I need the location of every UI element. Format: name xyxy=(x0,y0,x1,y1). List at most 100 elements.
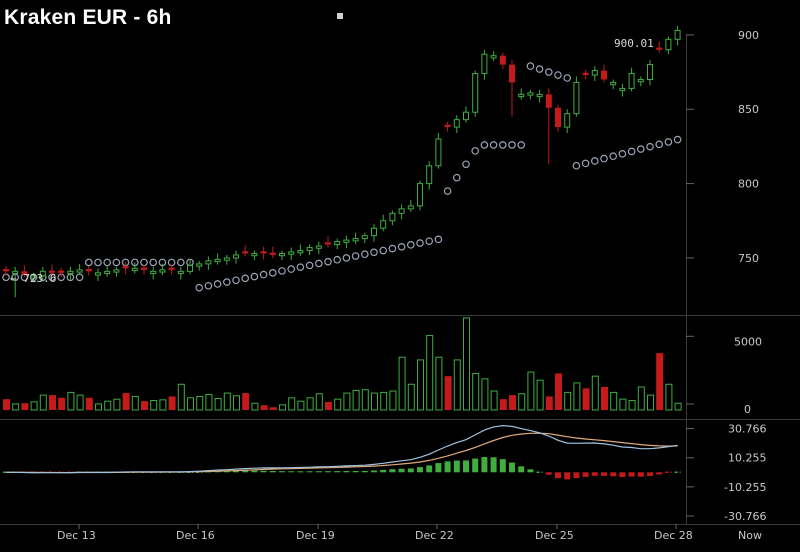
psar-dot xyxy=(370,248,378,257)
candle-body-up xyxy=(637,78,644,83)
psar-dot xyxy=(655,140,664,149)
macd-histogram-bar xyxy=(628,472,635,477)
candle-body-up xyxy=(214,258,221,263)
candle-body-up xyxy=(628,73,635,89)
candle-body-up xyxy=(490,55,497,59)
volume-bar-down xyxy=(509,395,516,410)
volume-bar-up xyxy=(334,398,342,411)
psar-dot xyxy=(452,173,461,182)
candle-body-up xyxy=(177,270,184,275)
candle-body-up xyxy=(591,70,598,76)
psar-dot xyxy=(498,141,507,149)
candle-body-up xyxy=(352,238,359,242)
candle-body-up xyxy=(361,235,368,240)
psar-dot xyxy=(627,147,636,156)
volume-bar-down xyxy=(141,401,148,410)
volume-bar-up xyxy=(150,400,158,411)
psar-dot xyxy=(416,239,424,247)
volume-bar-up xyxy=(371,392,378,411)
volume-bar-down xyxy=(444,376,452,410)
candle-body-down xyxy=(656,47,663,50)
candle-body-down xyxy=(545,94,552,108)
volume-bar-up xyxy=(490,390,498,411)
candle-body-up xyxy=(113,269,120,273)
macd-histogram-bar xyxy=(527,469,534,473)
candle-body-down xyxy=(499,55,506,65)
macd-histogram-bar xyxy=(564,472,571,480)
volume-bar-up xyxy=(306,397,314,411)
candle-body-up xyxy=(315,245,322,249)
psar-dot xyxy=(544,68,553,76)
macd-histogram-bar xyxy=(555,472,561,479)
candle-body-up xyxy=(12,270,19,275)
candle-body-up xyxy=(426,165,433,185)
volume-bar-down xyxy=(325,401,332,410)
psar-dot xyxy=(581,159,590,168)
low-price-label: ← 723.6 xyxy=(10,272,56,285)
macd-tick-label: -10.255 xyxy=(724,481,766,494)
volume-bar-up xyxy=(463,317,470,411)
macd-histogram-bar xyxy=(463,460,469,473)
macd-histogram-bar xyxy=(361,470,368,473)
candle-body-up xyxy=(435,138,442,167)
macd-histogram-bar xyxy=(233,470,239,473)
candle-body-up xyxy=(472,73,479,113)
candlesticks xyxy=(3,25,681,298)
volume-bar-up xyxy=(352,389,360,411)
candle-body-up xyxy=(67,270,74,275)
macd-histogram-bar xyxy=(315,471,322,473)
psar-dot xyxy=(195,283,204,292)
volume-bar-up xyxy=(527,371,535,411)
volume-bar-up xyxy=(426,335,434,411)
candle-body-down xyxy=(582,72,589,76)
candle-body-up xyxy=(343,239,350,243)
macd-histogram-bar xyxy=(444,461,451,473)
psar-dot xyxy=(388,244,397,253)
psar-dot xyxy=(664,138,673,146)
volume-bar-down xyxy=(555,373,562,410)
psar-dot xyxy=(94,258,102,267)
psar-dot xyxy=(232,276,240,285)
candle-body-up xyxy=(233,254,239,259)
volume-bar-down xyxy=(601,386,608,410)
macd-tick-label: 30.766 xyxy=(728,423,767,436)
volume-bar-up xyxy=(104,400,112,411)
candle-body-down xyxy=(122,266,129,269)
psar-dot xyxy=(278,267,286,275)
volume-bars xyxy=(3,317,682,411)
x-tick-label: Dec 22 xyxy=(415,529,454,542)
macd-histogram-bar xyxy=(297,471,304,473)
x-tick-label: Dec 19 xyxy=(296,529,335,542)
volume-bar-up xyxy=(131,395,139,411)
psar-dot xyxy=(471,147,480,155)
volume-bar-down xyxy=(545,396,553,410)
macd-histogram-bar xyxy=(343,471,350,473)
candle-body-up xyxy=(481,53,488,75)
macd-histogram-bar xyxy=(407,468,414,473)
macd-histogram-bar xyxy=(545,472,552,475)
volume-bar-up xyxy=(177,383,185,411)
candle-body-up xyxy=(518,93,525,98)
volume-bar-down xyxy=(122,393,130,410)
volume-bar-up xyxy=(223,392,231,411)
psar-dot xyxy=(241,274,250,283)
candle-body-up xyxy=(334,241,341,246)
psar-dot xyxy=(572,161,581,170)
psar-dot xyxy=(213,280,222,288)
volume-bar-up xyxy=(665,383,673,411)
drag-handle-icon[interactable] xyxy=(337,13,343,19)
volume-bar-up xyxy=(288,397,296,411)
candle-body-up xyxy=(527,92,534,96)
volume-bar-up xyxy=(564,391,572,411)
candle-body-up xyxy=(619,87,626,92)
volume-bar-up xyxy=(417,359,424,411)
candle-body-up xyxy=(131,267,138,272)
volume-bar-up xyxy=(279,404,286,411)
macd-histogram-bar xyxy=(518,466,525,473)
candle-body-up xyxy=(417,183,423,207)
volume-bar-down xyxy=(656,353,664,410)
psar-dot xyxy=(590,157,599,165)
macd-histogram-bar xyxy=(426,465,433,473)
candle-body-down xyxy=(444,124,451,128)
